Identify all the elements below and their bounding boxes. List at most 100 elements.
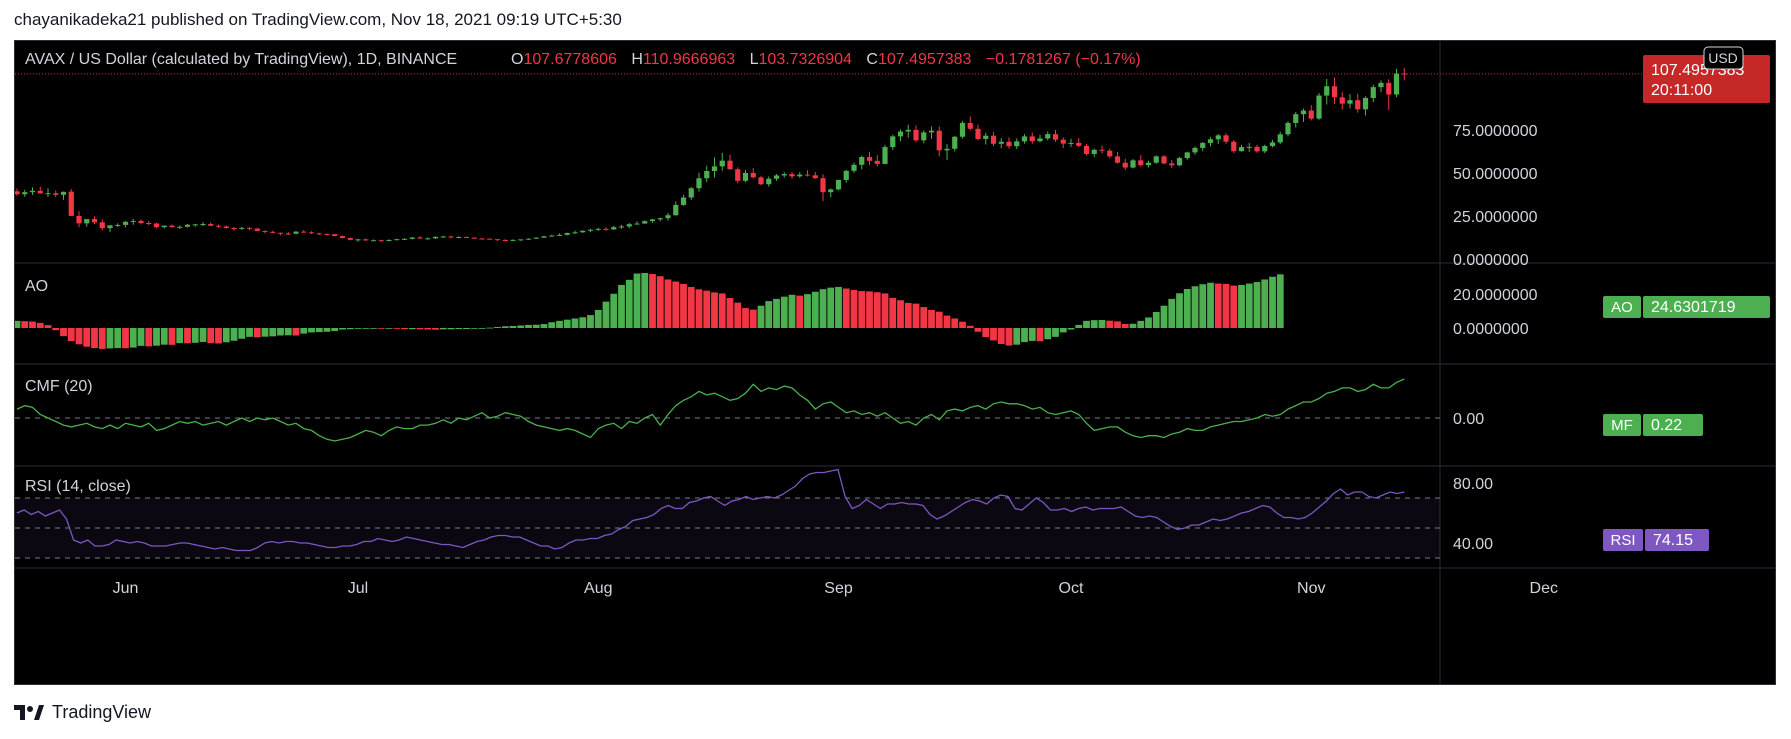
candle-body <box>1339 97 1345 104</box>
ao-bar <box>571 318 579 328</box>
ao-bar <box>997 328 1005 345</box>
candle-body <box>370 240 377 242</box>
cmf-axis: 0.00 <box>1453 411 1484 428</box>
candle-body <box>882 147 888 164</box>
ao-bar <box>331 328 339 332</box>
candle-body <box>766 178 772 185</box>
candle-body <box>378 240 384 242</box>
candle-body <box>99 222 105 229</box>
ao-bar <box>253 328 261 338</box>
ao-bar <box>873 292 881 328</box>
ao-bars <box>13 273 1284 349</box>
candle-body <box>897 131 904 137</box>
candle-body <box>680 197 687 205</box>
ao-bar <box>881 293 889 328</box>
candle-body <box>975 128 981 139</box>
ao-bar <box>277 328 284 336</box>
ao-bar <box>556 320 563 328</box>
ao-bar <box>664 279 672 328</box>
ao-bar <box>1253 282 1261 328</box>
ao-bar <box>703 290 711 328</box>
candle-body <box>130 220 136 222</box>
candle-body <box>14 191 20 195</box>
ao-tick-label: 0.0000000 <box>1453 321 1529 338</box>
tradingview-brand[interactable]: TradingView <box>14 702 151 723</box>
ao-bar <box>67 328 75 342</box>
ao-bar <box>153 328 160 346</box>
rsi-pane[interactable]: 40.00 80.00 RSI (14, close) RSI 74.15 <box>15 468 1709 559</box>
svg-text:MF: MF <box>1611 417 1633 434</box>
rsi-tick-label: 40.00 <box>1453 536 1493 553</box>
ao-bar <box>401 328 408 330</box>
ao-bar <box>191 328 199 343</box>
candle-body <box>1076 142 1082 146</box>
ao-bar <box>215 328 222 344</box>
price-pane[interactable]: 75.000000050.000000025.00000000.0000000 … <box>14 46 1770 269</box>
candle-body <box>448 236 454 238</box>
chart-frame[interactable]: 75.0000000 50.0000000 25.0000000 0.0000000 … <box>13 40 1776 685</box>
candle-body <box>1246 146 1252 148</box>
candle-body <box>990 135 997 144</box>
ao-bar <box>44 325 52 328</box>
time-axis[interactable]: Jun Jul Aug Sep Oct Nov Dec <box>113 580 1558 597</box>
candle-body <box>905 129 911 132</box>
ao-bar <box>1028 328 1036 341</box>
ao-bar <box>990 328 997 341</box>
ao-bar <box>641 273 649 328</box>
ao-bar <box>579 317 587 328</box>
ao-bar <box>540 324 548 328</box>
ao-bar <box>230 328 238 341</box>
candle-body <box>146 223 152 225</box>
candle-body <box>138 220 144 224</box>
price-tick-label: 0.0000000 <box>1453 252 1529 269</box>
ao-bar <box>904 302 912 328</box>
currency-button[interactable]: USD <box>1703 46 1744 70</box>
ao-bar <box>160 328 168 345</box>
candle-body <box>851 164 857 171</box>
ao-bar <box>1160 305 1168 328</box>
ao-bar <box>114 328 122 349</box>
ao-bar <box>587 315 594 328</box>
ao-bar <box>1090 320 1098 328</box>
ao-bar <box>1152 311 1160 328</box>
cmf-pane[interactable]: 0.00 CMF (20) MF 0.22 <box>15 378 1703 442</box>
candle-body <box>556 234 563 236</box>
candle-body <box>463 236 470 238</box>
ao-bar <box>656 276 664 328</box>
candle-body <box>409 237 415 239</box>
ao-bar <box>269 328 277 337</box>
ao-bar <box>625 279 633 328</box>
candle-body <box>890 136 896 148</box>
chart-canvas[interactable]: 75.000000050.000000025.00000000.0000000 … <box>13 41 1775 684</box>
candle-body <box>200 224 206 226</box>
ao-bar <box>261 328 269 337</box>
candle-body <box>1316 95 1322 119</box>
time-tick-label: Oct <box>1059 580 1084 597</box>
candle-body <box>626 224 632 227</box>
candle-body <box>239 227 245 229</box>
candle-body <box>246 227 253 229</box>
candle-body <box>649 219 656 222</box>
ao-bar <box>695 289 703 328</box>
ao-bar <box>246 328 253 337</box>
ao-bar <box>315 328 323 333</box>
candle-body <box>735 169 741 181</box>
time-tick-label: Jun <box>113 580 139 597</box>
ao-bar <box>897 300 904 328</box>
candle-body <box>456 236 462 238</box>
cmf-badge: MF 0.22 <box>1603 414 1703 436</box>
candle-body <box>1262 146 1268 152</box>
ao-bar <box>447 328 455 330</box>
ao-bar <box>835 286 842 328</box>
candle-body <box>1052 134 1059 140</box>
ohlc-readout: O107.6778606 H110.9666963 L103.7326904 C… <box>511 51 1141 68</box>
ao-bar <box>292 328 300 336</box>
ao-bar <box>1044 328 1052 340</box>
candle-body <box>1006 141 1012 147</box>
ao-bar <box>827 287 835 328</box>
candle-body <box>704 170 710 179</box>
ao-bar <box>60 328 67 337</box>
ao-pane[interactable]: 20.0000000 0.0000000 AO AO 24.6301719 <box>13 273 1770 349</box>
candle-body <box>1300 110 1307 115</box>
ao-bar <box>207 328 215 344</box>
